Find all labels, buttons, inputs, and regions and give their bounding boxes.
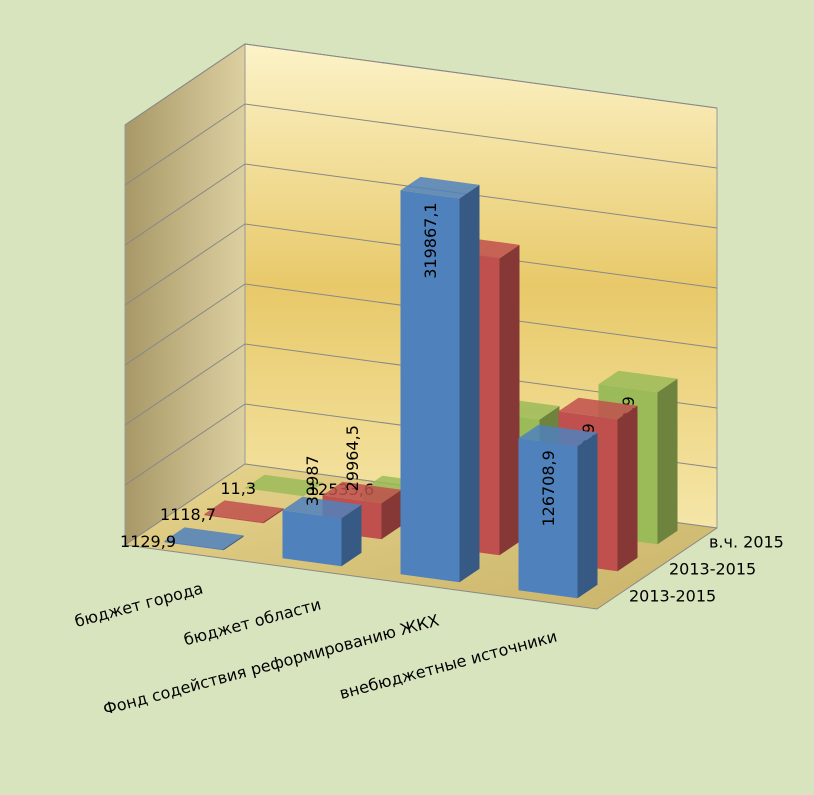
value-label: 11,3 [220, 479, 256, 498]
bar-side [617, 405, 638, 572]
bar-top [518, 424, 598, 447]
bar-side [577, 432, 598, 599]
value-label: 1129,9 [120, 532, 176, 551]
depth-axis [596, 527, 718, 610]
bar-side [341, 504, 362, 567]
side-wall [124, 43, 246, 546]
grid-line [124, 163, 718, 246]
bar [164, 527, 244, 551]
bar-top [282, 496, 362, 519]
bar [244, 474, 324, 497]
bar-top [558, 397, 638, 420]
bar [204, 500, 284, 524]
value-label: 29964,5 [343, 425, 362, 491]
series-label: 2013-2015 [669, 560, 756, 579]
grid-line [124, 103, 718, 186]
bar-top [164, 527, 244, 549]
bar-top [244, 474, 324, 497]
bar [244, 488, 304, 497]
bar-side [381, 489, 402, 540]
bar-side [263, 508, 284, 524]
bar-side [303, 482, 324, 497]
bar [518, 424, 598, 599]
grid-line [124, 43, 718, 126]
bar-side [657, 378, 678, 545]
bar-top [598, 370, 678, 393]
x-axis [124, 544, 598, 610]
x-tick-label: бюджет города [73, 579, 205, 632]
value-label: 126708,9 [539, 450, 558, 526]
grid-line [124, 223, 718, 306]
bar [400, 176, 480, 583]
bar [400, 190, 460, 583]
bar [282, 496, 362, 567]
grid-line [124, 283, 718, 366]
x-tick-label: бюджет области [182, 595, 323, 650]
grid-line [124, 343, 718, 426]
value-label: 319867,1 [421, 202, 440, 278]
bar-side [499, 244, 520, 556]
series-label: в.ч. 2015 [709, 533, 784, 552]
bar-top [204, 500, 284, 522]
bar-top [400, 176, 480, 199]
bar [518, 438, 578, 599]
bar-top [322, 481, 402, 504]
bar [164, 540, 224, 551]
series-label: 2013-2015 [629, 587, 716, 606]
bar [204, 513, 264, 524]
bar [282, 510, 342, 567]
value-label: 39987 [303, 455, 322, 506]
bar-side [459, 184, 480, 583]
bar-side [223, 535, 244, 551]
value-label: 1118,7 [160, 505, 216, 524]
